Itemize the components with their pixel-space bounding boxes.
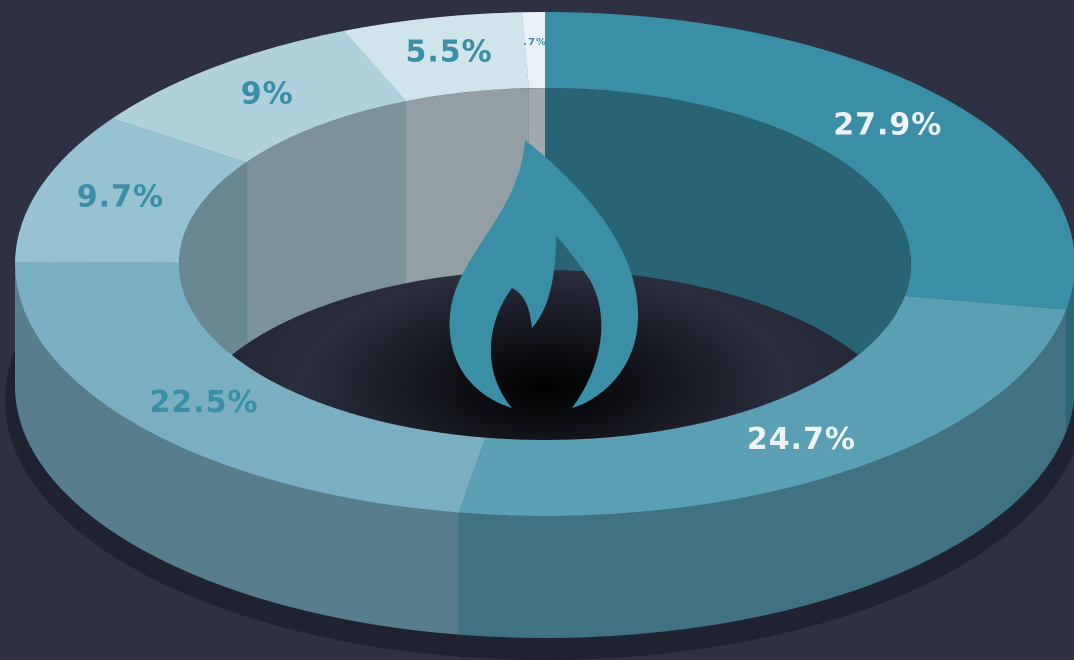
slices <box>14 11 1074 516</box>
outer-walls <box>15 264 1074 638</box>
outer-wall <box>15 264 459 635</box>
slice <box>343 12 529 102</box>
slice <box>458 295 1067 516</box>
flame-icon <box>449 140 639 408</box>
inner-wall <box>246 101 406 345</box>
outer-wall <box>458 309 1067 638</box>
value-labels: 27.9% 24.7% 22.5% 9.7% 9% 5.5% .7% <box>77 35 942 458</box>
slice <box>112 30 406 163</box>
slice <box>14 262 486 513</box>
value-label: 9.7% <box>77 179 164 214</box>
value-label: 5.5% <box>405 35 492 70</box>
value-label: 9% <box>241 77 294 112</box>
slice <box>15 118 247 263</box>
value-label: .7% <box>523 37 547 48</box>
slice <box>521 11 545 89</box>
value-label: 24.7% <box>747 422 856 457</box>
slice <box>545 12 1074 310</box>
outer-wall <box>1066 279 1074 432</box>
value-label: 22.5% <box>150 385 259 420</box>
inner-wall <box>545 88 911 440</box>
value-label: 27.9% <box>833 107 942 142</box>
